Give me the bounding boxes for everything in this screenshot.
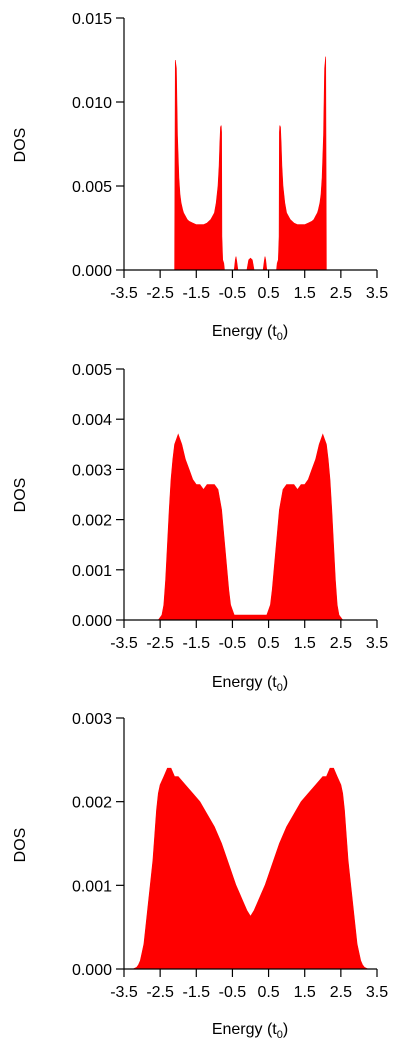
x-axis-title-close-3: )	[283, 1021, 288, 1038]
plot-area-2: 0.000 0.001 0.002 0.003 0.004 0.005 -3.5 -2.5 -1…	[72, 362, 388, 652]
dos-area-3	[132, 767, 369, 970]
y-axis-title-2: DOS	[12, 478, 29, 513]
y-tick-label-2-3: 0.003	[72, 462, 112, 479]
dos-panel-2: 0.000 0.001 0.002 0.003 0.004 0.005 -3.5 -2.5 -1…	[12, 362, 388, 694]
x-tick-label-3-6: 2.5	[330, 984, 352, 1001]
x-tick-label-3-7: 3.5	[366, 984, 388, 1001]
x-tick-label-3-0: -3.5	[110, 984, 138, 1001]
x-tick-label-1-0: -3.5	[110, 285, 138, 302]
x-tick-label-1-2: -1.5	[182, 285, 210, 302]
x-axis-title-close-1: )	[283, 323, 288, 340]
x-tick-label-2-6: 2.5	[330, 635, 352, 652]
x-tick-label-1-7: 3.5	[366, 285, 388, 302]
x-tick-label-2-4: 0.5	[257, 635, 279, 652]
y-tick-label-3-0: 0.000	[72, 962, 112, 979]
x-axis-title-subscript-3: 0	[277, 1029, 283, 1041]
y-tick-label-1-2: 0.010	[72, 95, 112, 112]
dos-panel-3: 0.000 0.001 0.002 0.003 -3.5 -2.5 -1.5 -0.5 0.5 1…	[12, 711, 388, 1041]
x-tick-label-3-5: 1.5	[294, 984, 316, 1001]
x-tick-label-1-1: -2.5	[146, 285, 174, 302]
x-tick-label-2-7: 3.5	[366, 635, 388, 652]
y-tick-label-3-2: 0.002	[72, 795, 112, 812]
x-axis-title-text-1: Energy (t	[212, 323, 277, 340]
x-tick-label-1-3: -0.5	[219, 285, 247, 302]
x-tick-label-2-5: 1.5	[294, 635, 316, 652]
dos-area-2	[157, 433, 344, 621]
y-axis-title-3: DOS	[12, 828, 29, 863]
x-tick-label-2-3: -0.5	[219, 635, 247, 652]
y-tick-label-2-2: 0.002	[72, 513, 112, 530]
plot-area-1: 0.000 0.005 0.010 0.015 -3.5 -2.5 -1.5 -0.5 0.5 1…	[72, 11, 388, 302]
x-axis-title-1: Energy (t0)	[212, 323, 288, 343]
y-tick-label-2-1: 0.001	[72, 563, 112, 580]
x-axis-title-subscript-2: 0	[277, 682, 283, 694]
x-tick-label-1-6: 2.5	[330, 285, 352, 302]
x-axis-title-close-2: )	[283, 674, 288, 691]
y-tick-label-2-0: 0.000	[72, 613, 112, 630]
dos-panel-1: 0.000 0.005 0.010 0.015 -3.5 -2.5 -1.5 -0.5 0.5 1…	[12, 11, 388, 343]
x-tick-label-1-5: 1.5	[294, 285, 316, 302]
x-tick-label-3-4: 0.5	[257, 984, 279, 1001]
y-tick-label-1-0: 0.000	[72, 263, 112, 280]
y-axis-title-1: DOS	[12, 128, 29, 163]
y-tick-label-1-1: 0.005	[72, 179, 112, 196]
y-tick-label-2-4: 0.004	[72, 412, 112, 429]
y-tick-label-2-5: 0.005	[72, 362, 112, 379]
plot-area-3: 0.000 0.001 0.002 0.003 -3.5 -2.5 -1.5 -0.5 0.5 1…	[72, 711, 388, 1001]
x-tick-label-3-1: -2.5	[146, 984, 174, 1001]
x-tick-label-2-2: -1.5	[182, 635, 210, 652]
y-tick-label-3-1: 0.001	[72, 878, 112, 895]
x-tick-label-2-1: -2.5	[146, 635, 174, 652]
x-axis-title-text-3: Energy (t	[212, 1021, 277, 1038]
x-tick-label-2-0: -3.5	[110, 635, 138, 652]
y-tick-label-1-3: 0.015	[72, 11, 112, 28]
y-tick-label-3-3: 0.003	[72, 711, 112, 728]
x-tick-label-3-2: -1.5	[182, 984, 210, 1001]
x-axis-title-text-2: Energy (t	[212, 674, 277, 691]
x-axis-title-2: Energy (t0)	[212, 674, 288, 694]
dos-area-1	[174, 56, 327, 271]
x-axis-title-subscript-1: 0	[277, 331, 283, 343]
x-tick-label-1-4: 0.5	[257, 285, 279, 302]
x-axis-title-3: Energy (t0)	[212, 1021, 288, 1041]
x-tick-label-3-3: -0.5	[219, 984, 247, 1001]
